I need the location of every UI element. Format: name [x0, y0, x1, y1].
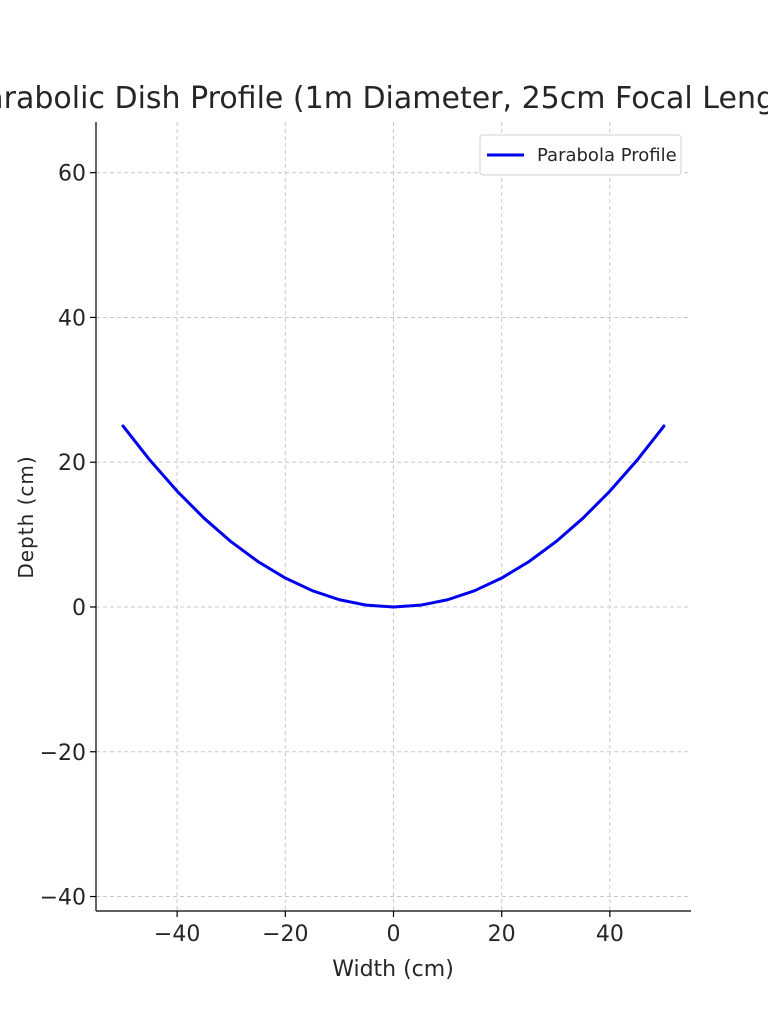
- y-tick-label: −40: [40, 886, 86, 911]
- data-point: [284, 577, 287, 580]
- data-point: [257, 560, 260, 563]
- data-point: [500, 577, 503, 580]
- data-point: [338, 598, 341, 601]
- data-point: [581, 517, 584, 520]
- x-tick-label: 0: [387, 922, 401, 947]
- legend: Parabola Profile: [479, 134, 682, 176]
- y-tick-label: 40: [58, 306, 86, 331]
- chart-title: Parabolic Dish Profile (1m Diameter, 25c…: [0, 81, 768, 116]
- data-point: [662, 425, 665, 428]
- legend-label-parabola-profile: Parabola Profile: [537, 145, 677, 166]
- series-line-parabola-profile: [121, 424, 666, 609]
- series-layer: [121, 424, 666, 609]
- x-tick-label: 40: [596, 922, 624, 947]
- data-point: [365, 604, 368, 607]
- data-point: [446, 598, 449, 601]
- data-point: [122, 425, 125, 428]
- legend-box: [479, 134, 682, 176]
- data-point: [527, 560, 530, 563]
- data-point: [203, 517, 206, 520]
- data-point: [554, 540, 557, 543]
- y-tick-label: 0: [72, 596, 86, 621]
- data-point: [311, 589, 314, 592]
- data-point: [473, 589, 476, 592]
- x-tick-label: −40: [154, 922, 200, 947]
- y-ticks: −40 −20 0 20 40 60: [40, 162, 96, 911]
- x-tick-label: 20: [488, 922, 516, 947]
- y-axis-label: Depth (cm): [14, 455, 38, 578]
- grid-lines: [96, 122, 691, 911]
- x-axis-label: Width (cm): [332, 957, 454, 982]
- x-tick-label: −20: [262, 922, 308, 947]
- data-point: [635, 459, 638, 462]
- data-point: [392, 605, 395, 608]
- x-ticks: −40 −20 0 20 40: [154, 911, 624, 947]
- data-point: [176, 490, 179, 493]
- data-point: [419, 604, 422, 607]
- y-tick-label: −20: [40, 741, 86, 766]
- data-point: [608, 490, 611, 493]
- data-point: [149, 459, 152, 462]
- y-tick-label: 20: [58, 451, 86, 476]
- y-tick-label: 60: [58, 162, 86, 187]
- data-point: [230, 540, 233, 543]
